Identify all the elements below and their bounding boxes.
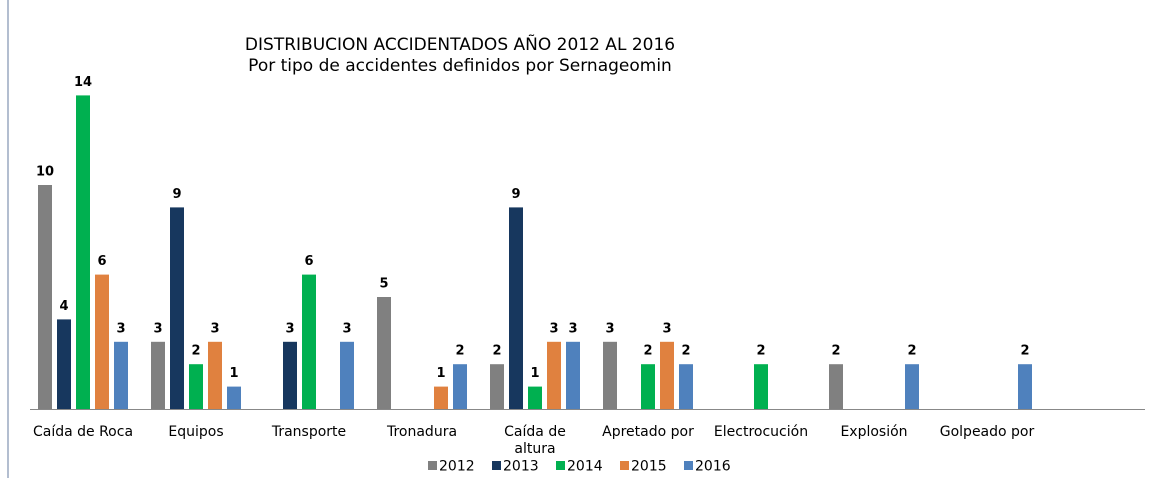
value-label: 5	[379, 277, 388, 292]
x-tick-label: Caída de Roca	[32, 424, 134, 440]
legend-swatch	[620, 461, 629, 470]
bar	[57, 319, 71, 409]
bar	[754, 364, 768, 409]
bar	[95, 274, 109, 409]
x-tick-label: Transporte	[271, 424, 347, 440]
bar	[114, 341, 128, 409]
value-label: 2	[907, 344, 916, 359]
bar	[453, 364, 467, 409]
bar	[76, 95, 90, 410]
value-label: 1	[530, 366, 539, 381]
value-label: 9	[511, 187, 520, 202]
chart-subtitle: Por tipo de accidentes definidos por Ser…	[248, 56, 672, 76]
value-label: 9	[172, 187, 181, 202]
value-label: 3	[210, 321, 219, 336]
bar	[38, 185, 52, 409]
bar	[660, 341, 674, 409]
x-tick-label: Electrocución	[713, 424, 809, 440]
value-label: 2	[643, 344, 652, 359]
bar	[905, 364, 919, 409]
value-label: 2	[831, 344, 840, 359]
value-label: 3	[662, 321, 671, 336]
value-label: 2	[1020, 344, 1029, 359]
value-label: 3	[285, 321, 294, 336]
bar	[547, 341, 561, 409]
legend-label: 2014	[567, 459, 603, 475]
value-label: 2	[681, 344, 690, 359]
value-label: 10	[36, 165, 54, 180]
x-tick-label: Tronadura	[386, 424, 458, 440]
bar	[227, 386, 241, 409]
value-label: 1	[229, 366, 238, 381]
x-tick-label: Apretado por	[602, 424, 694, 440]
bar	[302, 274, 316, 409]
bar	[679, 364, 693, 409]
legend-swatch	[492, 461, 501, 470]
legend-label: 2015	[631, 459, 667, 475]
value-label: 3	[116, 321, 125, 336]
bar	[377, 297, 391, 409]
bar	[434, 386, 448, 409]
bar	[603, 341, 617, 409]
bar	[509, 207, 523, 409]
legend-label: 2012	[439, 459, 475, 475]
x-tick-label: Golpeado por	[939, 424, 1035, 440]
bar	[283, 341, 297, 409]
bar	[1018, 364, 1032, 409]
value-label: 14	[74, 75, 92, 90]
value-label: 6	[304, 254, 313, 269]
value-label: 3	[549, 321, 558, 336]
value-label: 2	[191, 344, 200, 359]
bar	[490, 364, 504, 409]
bar	[208, 341, 222, 409]
value-label: 2	[756, 344, 765, 359]
x-tick-label: Equipos	[168, 424, 224, 440]
value-label: 3	[568, 321, 577, 336]
legend-swatch	[684, 461, 693, 470]
legend-label: 2013	[503, 459, 539, 475]
value-label: 4	[59, 299, 68, 314]
x-tick-label: Explosión	[840, 424, 908, 440]
bar	[566, 341, 580, 409]
value-label: 6	[97, 254, 106, 269]
bar	[829, 364, 843, 409]
legend-label: 2016	[695, 459, 731, 475]
value-label: 2	[455, 344, 464, 359]
value-label: 3	[153, 321, 162, 336]
bar	[528, 386, 542, 409]
bar	[151, 341, 165, 409]
value-label: 1	[436, 366, 445, 381]
legend-swatch	[428, 461, 437, 470]
bar	[641, 364, 655, 409]
value-label: 3	[605, 321, 614, 336]
bar	[189, 364, 203, 409]
chart-title: DISTRIBUCION ACCIDENTADOS AÑO 2012 AL 20…	[245, 33, 675, 55]
value-label: 3	[342, 321, 351, 336]
value-label: 2	[492, 344, 501, 359]
bar	[340, 341, 354, 409]
x-tick-label: Caída de altura	[504, 424, 566, 457]
bar	[170, 207, 184, 409]
legend-swatch	[556, 461, 565, 470]
